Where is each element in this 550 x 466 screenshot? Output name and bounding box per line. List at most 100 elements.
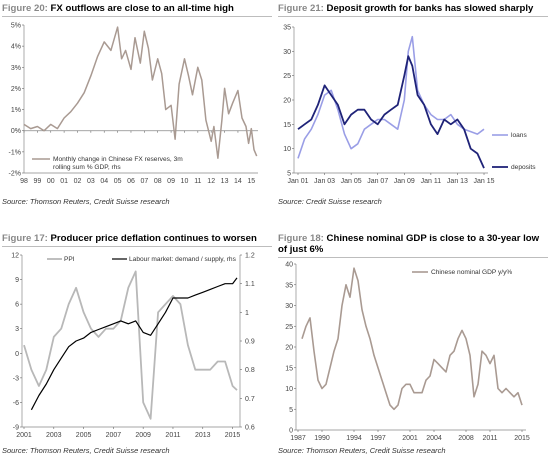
x-tick-label: Jan 07 bbox=[367, 178, 388, 185]
figure-label: Figure 21: bbox=[278, 3, 324, 14]
y-tick-label: 2% bbox=[11, 86, 21, 93]
y2-tick-label: 1 bbox=[245, 310, 249, 317]
series-line-loans bbox=[297, 35, 485, 159]
figure-label: Figure 18: bbox=[278, 233, 324, 244]
x-tick-label: 02 bbox=[74, 178, 82, 185]
title-rule bbox=[278, 16, 548, 17]
source-note: Source: Credit Suisse research bbox=[278, 197, 382, 206]
x-tick-label: 2004 bbox=[426, 435, 442, 442]
y-tick-label: -9 bbox=[13, 425, 19, 432]
x-tick-label: 11 bbox=[194, 178, 201, 185]
y2-tick-label: 1.2 bbox=[245, 253, 255, 260]
y-tick-label: 10 bbox=[283, 146, 291, 153]
x-tick-label: 2013 bbox=[195, 432, 211, 439]
y2-tick-label: 0.8 bbox=[245, 367, 255, 374]
y2-tick-label: 0.9 bbox=[245, 339, 255, 346]
chart-title: Figure 20: FX outflows are close to an a… bbox=[2, 3, 272, 14]
y-tick-label: 10 bbox=[285, 386, 293, 393]
y2-tick-label: 0.7 bbox=[245, 396, 255, 403]
y-tick-label: 20 bbox=[285, 345, 293, 352]
x-tick-label: 98 bbox=[20, 178, 28, 185]
x-tick-label: 1990 bbox=[314, 435, 330, 442]
x-tick-label: Jan 09 bbox=[394, 178, 415, 185]
x-tick-label: 1994 bbox=[346, 435, 362, 442]
title-rule bbox=[2, 246, 272, 247]
title-text: Producer price deflation continues to wo… bbox=[50, 233, 257, 244]
y-tick-label: 25 bbox=[283, 73, 291, 80]
panel-fx-outflows: Figure 20: FX outflows are close to an a… bbox=[2, 3, 272, 206]
figure-label: Figure 17: bbox=[2, 233, 48, 244]
series-line-labour bbox=[30, 277, 238, 411]
legend-label-gdp: Chinese nominal GDP y/y% bbox=[431, 269, 512, 276]
title-rule bbox=[278, 257, 548, 258]
y-tick-label: 40 bbox=[285, 262, 293, 269]
title-text: Deposit growth for banks has slowed shar… bbox=[326, 3, 534, 14]
y-tick-label: 35 bbox=[285, 282, 293, 289]
chart-producer-price: 12 9 6 3 0 -3 -6 -9 1.2 1.1 1 0.9 0.8 0.7 0.6 2001 2003 2… bbox=[11, 253, 255, 440]
y-tick-label: 30 bbox=[283, 49, 291, 56]
legend-label: Monthly change in Chinese FX reserves, 3… bbox=[53, 156, 183, 163]
y-tick-label: 4% bbox=[11, 44, 21, 51]
x-tick-label: 14 bbox=[234, 178, 242, 185]
y-tick-label: 0 bbox=[15, 351, 19, 358]
legend-label: rolling sum % GDP, rhs bbox=[53, 164, 121, 171]
chart-title: Figure 21: Deposit growth for banks has … bbox=[278, 3, 548, 14]
y-tick-label: 30 bbox=[285, 303, 293, 310]
y-tick-label: 9 bbox=[15, 277, 19, 284]
x-tick-label: Jan 03 bbox=[314, 178, 335, 185]
x-tick-label: 13 bbox=[221, 178, 229, 185]
x-tick-label: 2015 bbox=[225, 432, 241, 439]
x-tick-label: 00 bbox=[47, 178, 55, 185]
y-tick-label: -1% bbox=[9, 149, 21, 156]
panel-producer-price: Figure 17: Producer price deflation cont… bbox=[2, 233, 272, 455]
y-tick-label: 3% bbox=[11, 65, 21, 72]
x-tick-label: 06 bbox=[127, 178, 135, 185]
x-tick-label: 08 bbox=[154, 178, 162, 185]
y-tick-label: -2% bbox=[9, 171, 21, 178]
y-tick-label: 15 bbox=[283, 122, 291, 129]
source-note: Source: Thomson Reuters, Credit Suisse r… bbox=[2, 446, 170, 455]
x-tick-label: 05 bbox=[114, 178, 122, 185]
x-tick-label: 03 bbox=[87, 178, 95, 185]
x-tick-label: 10 bbox=[181, 178, 189, 185]
source-note: Source: Thomson Reuters, Credit Suisse r… bbox=[278, 446, 446, 455]
chart-fx-outflows: 5% 4% 3% 2% 1% 0% -1% -2%98 99 00 01 02 03 04 05 06 07 08… bbox=[9, 23, 258, 185]
x-tick-label: 2001 bbox=[402, 435, 418, 442]
series-line-ppi bbox=[23, 270, 238, 420]
legend-label-deposits: deposits bbox=[511, 164, 536, 171]
chart-title: Figure 18: Chinese nominal GDP is close … bbox=[278, 233, 546, 255]
series-line-deposits bbox=[297, 55, 485, 169]
title-text: Chinese nominal GDP is close to a 30-yea… bbox=[278, 233, 540, 255]
x-tick-label: 2009 bbox=[135, 432, 151, 439]
y-tick-label: 6 bbox=[15, 302, 19, 309]
figure-label: Figure 20: bbox=[2, 3, 48, 14]
x-tick-label: 2011 bbox=[165, 432, 180, 439]
y-tick-label: 15 bbox=[285, 365, 293, 372]
series-line-fx bbox=[23, 26, 258, 159]
chart-deposit-growth: 5 10 15 20 25 30 35 Jan 01 Jan 03 Jan 05 Jan 07 Jan… bbox=[283, 25, 536, 186]
x-tick-label: 01 bbox=[60, 178, 68, 185]
x-tick-label: 07 bbox=[140, 178, 148, 185]
title-rule bbox=[2, 16, 272, 17]
y-tick-label: 3 bbox=[15, 326, 19, 333]
x-tick-label: 12 bbox=[207, 178, 215, 185]
x-tick-label: 2015 bbox=[514, 435, 530, 442]
y-tick-label: 1% bbox=[11, 107, 21, 114]
x-tick-label: 15 bbox=[247, 178, 255, 185]
y-tick-label: 5 bbox=[289, 407, 293, 414]
x-tick-label: Jan 01 bbox=[287, 178, 308, 185]
legend-label-loans: loans bbox=[511, 132, 527, 139]
x-tick-label: 2011 bbox=[482, 435, 497, 442]
y-tick-label: 20 bbox=[283, 98, 291, 105]
x-tick-label: 1997 bbox=[370, 435, 386, 442]
x-tick-label: 1987 bbox=[290, 435, 306, 442]
x-tick-label: Jan 13 bbox=[447, 178, 468, 185]
x-tick-label: 2005 bbox=[76, 432, 92, 439]
y-tick-label: -6 bbox=[13, 400, 19, 407]
x-tick-label: Jan 15 bbox=[473, 178, 494, 185]
y2-tick-label: 1.1 bbox=[245, 281, 255, 288]
x-tick-label: Jan 05 bbox=[341, 178, 362, 185]
x-tick-label: Jan 11 bbox=[421, 178, 442, 185]
chart-title: Figure 17: Producer price deflation cont… bbox=[2, 233, 272, 244]
